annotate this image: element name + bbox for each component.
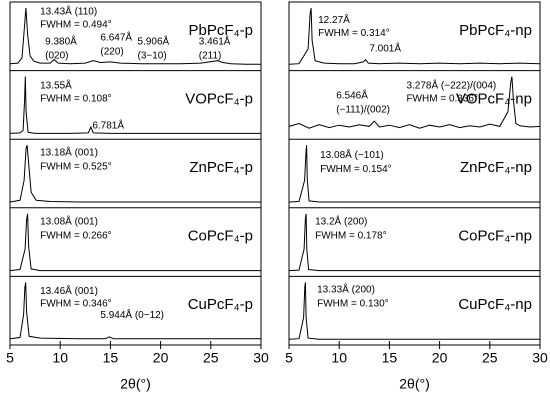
annotation: (220)	[100, 47, 123, 58]
x-tick-label: 15	[103, 350, 119, 366]
annotation: 5.944Å (0−12)	[100, 308, 164, 321]
x-tick-label: 5	[6, 350, 14, 366]
x-tick-label: 5	[285, 350, 293, 366]
annotation: 9.380Å	[45, 35, 77, 48]
annotation: FWHM = 0.494°	[40, 20, 112, 31]
series-label: ZnPcF₄-p	[189, 159, 253, 176]
x-tick-label: 25	[482, 350, 498, 366]
x-axis-label: 2θ(°)	[120, 376, 151, 392]
annotation: 3.461Å	[199, 35, 231, 48]
series-label: CoPcF₄-np	[458, 228, 532, 245]
annotation: 6.781Å	[92, 118, 124, 131]
annotation: (211)	[199, 51, 222, 62]
annotation: FWHM = 0.178°	[315, 231, 387, 242]
plot-frame	[9, 1, 262, 346]
annotation: FWHM = 0.154°	[320, 164, 392, 175]
annotation: 6.546Å	[336, 89, 368, 102]
annotation: 12.27Å	[318, 13, 350, 26]
x-tick-label: 10	[331, 350, 347, 366]
series-label: VOPcF₄-np	[456, 90, 532, 107]
trace	[288, 7, 541, 65]
plot-frame	[288, 1, 541, 346]
series-label: ZnPcF₄-np	[460, 159, 532, 176]
annotation: 6.647Å	[100, 31, 132, 44]
x-tick-label: 20	[153, 350, 169, 366]
series-label: VOPcF₄-p	[185, 90, 253, 107]
x-tick-label: 30	[532, 350, 548, 366]
trace	[288, 213, 540, 272]
series-label: PbPcF₄-np	[459, 22, 532, 39]
annotation: 13.43Å (110)	[40, 5, 97, 18]
annotation: (−111)/(002)	[336, 105, 390, 116]
annotation: 13.08Å (001)	[40, 215, 98, 228]
annotation: 13.46Å (001)	[40, 284, 98, 297]
annotation: 13.55Å	[40, 79, 72, 92]
trace	[288, 76, 541, 129]
trace	[288, 145, 540, 203]
x-tick-label: 25	[203, 350, 219, 366]
annotation: 7.001Å	[369, 42, 401, 55]
annotation: (3−10)	[138, 51, 167, 62]
x-tick-label: 10	[52, 350, 68, 366]
annotation: 3.278Å (−222)/(004)	[406, 79, 496, 92]
annotation: 13.18Å (001)	[40, 145, 98, 158]
annotation: FWHM = 0.130°	[317, 299, 389, 310]
series-label: CuPcF₄-np	[458, 296, 532, 313]
trace	[288, 282, 540, 340]
series-label: CuPcF₄-p	[188, 296, 253, 313]
annotation: FWHM = 0.346°	[40, 299, 112, 310]
annotation: FWHM = 0.108°	[40, 94, 112, 105]
trace	[9, 76, 261, 134]
trace	[9, 7, 261, 65]
trace	[9, 213, 261, 272]
trace	[9, 145, 261, 203]
annotation: FWHM = 0.525°	[40, 162, 112, 173]
annotation: 13.2Å (200)	[315, 215, 367, 228]
annotation: (020)	[45, 51, 68, 62]
series-label: PbPcF₄-p	[189, 22, 253, 39]
x-tick-label: 20	[432, 350, 448, 366]
trace	[9, 282, 261, 340]
annotation: FWHM = 0.314°	[318, 28, 390, 39]
annotation: 13.33Å (200)	[317, 283, 375, 296]
annotation: FWHM = 0.336°	[406, 94, 478, 105]
annotation: FWHM = 0.266°	[40, 231, 112, 242]
series-label: CoPcF₄-p	[188, 228, 253, 245]
x-tick-label: 15	[382, 350, 398, 366]
annotation: 5.906Å	[138, 35, 170, 48]
x-axis-label: 2θ(°)	[399, 376, 430, 392]
x-tick-label: 30	[253, 350, 269, 366]
annotation: 13.08Å (−101)	[320, 148, 384, 161]
